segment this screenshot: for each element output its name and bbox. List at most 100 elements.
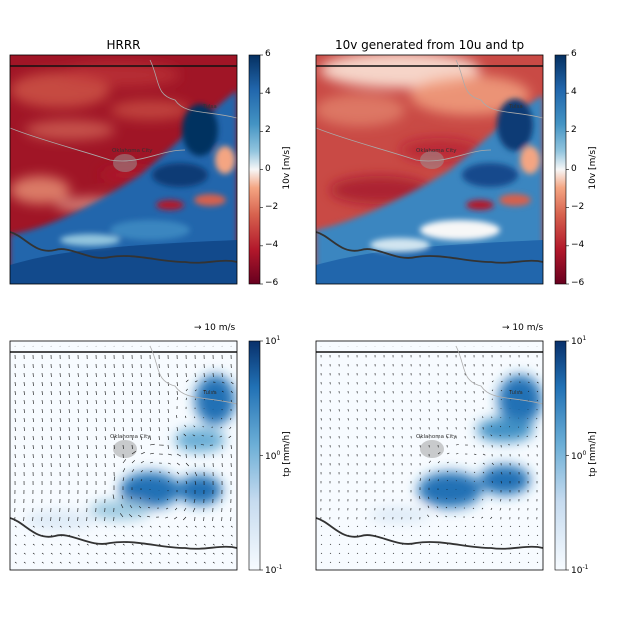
wind-vector xyxy=(454,507,457,509)
wind-vector xyxy=(176,552,179,555)
wind-vector xyxy=(491,543,494,545)
wind-vector xyxy=(203,561,206,564)
city-label-okc-b: Oklahoma City xyxy=(416,148,457,154)
colorbar-a xyxy=(248,54,261,285)
wind-vector xyxy=(192,507,196,513)
wind-vector xyxy=(77,534,80,537)
wind-vector xyxy=(185,388,188,392)
wind-vector xyxy=(455,480,457,482)
wind-vector xyxy=(500,471,503,475)
wind-vector xyxy=(428,478,430,482)
wind-vector xyxy=(437,479,439,482)
wind-vector xyxy=(120,504,124,509)
colorbar-d xyxy=(554,340,567,571)
wind-vector xyxy=(491,534,494,536)
wind-vector xyxy=(113,561,116,564)
wind-vector xyxy=(419,478,421,482)
wind-vector xyxy=(473,462,476,464)
wind-vector xyxy=(338,534,341,536)
colorbar-b xyxy=(554,54,567,285)
wind-vector xyxy=(86,552,89,555)
wind-vector xyxy=(95,399,97,405)
wind-vector xyxy=(482,453,486,456)
wind-vector xyxy=(77,435,79,441)
wind-vector xyxy=(86,534,89,537)
wind-vector xyxy=(482,525,485,527)
wind-vector xyxy=(185,543,188,546)
wind-vector xyxy=(130,496,133,500)
wind-vector xyxy=(365,525,368,527)
wind-vector xyxy=(176,426,178,432)
wind-vector xyxy=(122,543,125,546)
wind-vector xyxy=(14,561,17,564)
wind-vector xyxy=(176,534,179,537)
wind-vector xyxy=(320,552,323,554)
wind-vector xyxy=(68,444,70,450)
wind-vector xyxy=(131,435,133,441)
wind-vector xyxy=(527,534,530,536)
wind-vector xyxy=(140,479,143,482)
wind-vector xyxy=(374,543,377,545)
colorbar-label-c: tp [mm/h] xyxy=(282,431,292,477)
wind-vector xyxy=(158,561,161,564)
wind-vector xyxy=(158,381,160,387)
wind-vector xyxy=(455,498,457,500)
wind-vector xyxy=(50,435,52,441)
wind-vector xyxy=(95,381,97,387)
wind-vector xyxy=(428,525,431,527)
colorbar-tick-label: −2 xyxy=(571,201,585,212)
wind-vector xyxy=(203,543,206,546)
wind-vector xyxy=(113,381,115,387)
wind-vector xyxy=(104,561,107,564)
wind-vector xyxy=(77,561,80,564)
wind-vector xyxy=(446,561,449,563)
wind-vector xyxy=(77,525,80,528)
wind-vector xyxy=(77,408,79,414)
wind-vector xyxy=(32,381,34,387)
colorbar-tick-label: 6 xyxy=(265,49,271,59)
wind-vector xyxy=(165,516,169,519)
wind-vector xyxy=(104,435,106,441)
wind-vector xyxy=(86,525,89,528)
wind-vector xyxy=(419,525,422,527)
wind-vector xyxy=(194,416,196,419)
wind-vector xyxy=(32,399,34,405)
wind-vector xyxy=(428,552,431,554)
wind-vector xyxy=(518,552,521,554)
wind-vector xyxy=(23,435,25,441)
wind-vector xyxy=(14,390,16,396)
wind-vector xyxy=(113,435,115,441)
wind-vector xyxy=(194,444,196,450)
wind-vector xyxy=(436,506,439,509)
wind-vector xyxy=(428,496,430,500)
wind-vector xyxy=(473,453,477,455)
wind-vector xyxy=(86,444,88,450)
wind-vector xyxy=(436,515,439,518)
wind-vector xyxy=(167,543,170,546)
wind-vector xyxy=(149,461,153,464)
wind-vector xyxy=(140,435,142,441)
wind-vector xyxy=(41,561,44,564)
wind-vector xyxy=(509,534,512,536)
wind-vector xyxy=(194,525,197,528)
wind-vector xyxy=(176,435,178,441)
wind-vector xyxy=(174,507,178,511)
wind-vector xyxy=(230,525,233,528)
wind-vector xyxy=(95,534,98,537)
wind-vector xyxy=(113,408,115,414)
wind-vector xyxy=(221,417,223,420)
wind-vector xyxy=(86,390,88,396)
wind-vector xyxy=(104,381,106,387)
wind-vector xyxy=(32,543,35,546)
wind-vector xyxy=(490,507,493,510)
wind-vector xyxy=(410,534,413,536)
wind-vector xyxy=(104,426,106,432)
wind-vector xyxy=(194,552,197,555)
wind-vector xyxy=(536,381,539,384)
wind-vector xyxy=(509,543,512,545)
wind-vector xyxy=(77,399,79,405)
city-label-tulsa-d: Tulsa xyxy=(508,390,523,396)
wind-vector xyxy=(176,525,179,528)
wind-vector xyxy=(128,514,133,518)
wind-vector xyxy=(455,525,458,527)
